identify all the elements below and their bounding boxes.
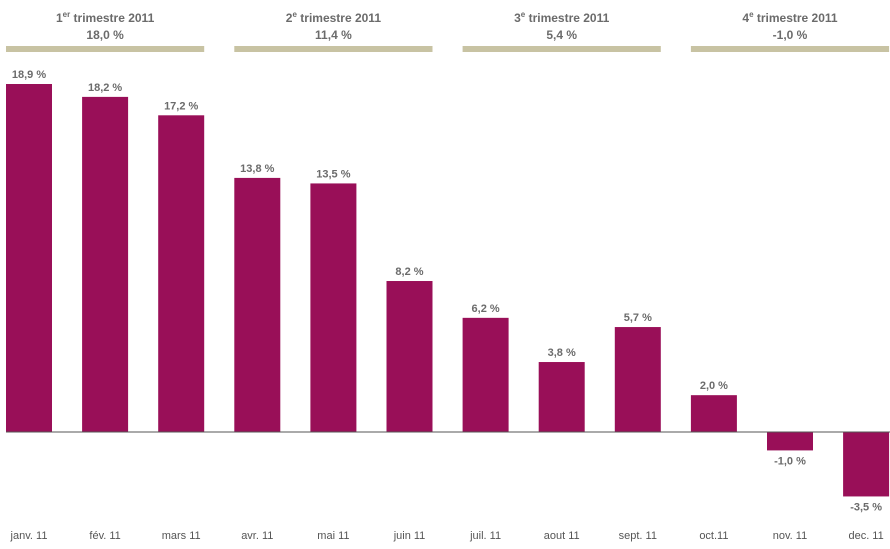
data-label: 18,2 % bbox=[88, 82, 122, 94]
bar bbox=[6, 84, 52, 432]
data-label: 18,9 % bbox=[12, 69, 46, 81]
bar bbox=[462, 317, 509, 432]
quarter-title: 1er trimestre 2011 bbox=[56, 10, 155, 25]
data-labels: 18,9 % 18,2 % 17,2 % 13,8 % 13,5 % 8,2 % 6,2 %… bbox=[12, 69, 882, 513]
x-tick-label: dec. 11 bbox=[848, 530, 883, 542]
x-axis-tick-labels: janv. 11 fév. 11 mars 11 avr. 11 mai 11 juin … bbox=[10, 530, 884, 542]
quarter-title-text: trimestre 2011 bbox=[70, 11, 154, 25]
quarter-number: 2 bbox=[286, 11, 293, 25]
bar bbox=[614, 327, 661, 432]
quarter-number: 4 bbox=[742, 11, 749, 25]
bar bbox=[310, 183, 357, 432]
quarter-number: 1 bbox=[56, 11, 63, 25]
data-label: 8,2 % bbox=[395, 266, 423, 278]
data-label: 5,7 % bbox=[624, 312, 652, 324]
quarter-title-text: trimestre 2011 bbox=[297, 11, 381, 25]
x-tick-label: oct.11 bbox=[699, 530, 728, 542]
bar bbox=[82, 96, 129, 432]
x-tick-label: janv. 11 bbox=[10, 530, 48, 542]
quarter-band bbox=[6, 46, 205, 52]
x-tick-label: mars 11 bbox=[162, 530, 201, 542]
bar bbox=[538, 362, 585, 432]
quarter-title: 2e trimestre 2011 bbox=[286, 10, 382, 25]
quarter-ordinal-suffix: e bbox=[521, 10, 526, 19]
quarter-value: -1,0 % bbox=[773, 28, 808, 42]
bar bbox=[234, 177, 281, 432]
quarter-value: 5,4 % bbox=[546, 28, 577, 42]
data-label: 13,5 % bbox=[316, 168, 350, 180]
bar bbox=[386, 281, 433, 432]
quarter-ordinal-suffix: er bbox=[63, 10, 71, 19]
quarter-band bbox=[462, 46, 661, 52]
quarter-number: 3 bbox=[514, 11, 521, 25]
quarter-value: 11,4 % bbox=[315, 28, 352, 42]
x-tick-label: juil. 11 bbox=[469, 530, 501, 542]
x-tick-label: juin 11 bbox=[393, 530, 426, 542]
quarter-band bbox=[690, 46, 890, 52]
data-label: 3,8 % bbox=[548, 347, 576, 359]
x-tick-label: avr. 11 bbox=[241, 530, 273, 542]
quarter-title: 3e trimestre 2011 bbox=[514, 10, 610, 25]
bars bbox=[6, 84, 890, 497]
x-tick-label: fév. 11 bbox=[89, 530, 120, 542]
quarter-title-text: trimestre 2011 bbox=[754, 11, 838, 25]
data-label: 2,0 % bbox=[700, 380, 728, 392]
x-tick-label: aout 11 bbox=[544, 530, 580, 542]
quarter-ordinal-suffix: e bbox=[749, 10, 754, 19]
quarter-band bbox=[234, 46, 433, 52]
quarter-title-text: trimestre 2011 bbox=[525, 11, 609, 25]
data-label: 13,8 % bbox=[240, 163, 274, 175]
data-label: -1,0 % bbox=[774, 455, 806, 467]
bar bbox=[690, 395, 737, 432]
quarter-title: 4e trimestre 2011 bbox=[742, 10, 838, 25]
x-tick-label: sept. 11 bbox=[619, 530, 657, 542]
data-label: -3,5 % bbox=[850, 501, 882, 513]
data-label: 6,2 % bbox=[472, 303, 500, 315]
bar bbox=[158, 115, 205, 433]
bar bbox=[767, 432, 813, 451]
quarter-value: 18,0 % bbox=[86, 28, 124, 42]
x-tick-label: nov. 11 bbox=[773, 530, 807, 542]
data-label: 17,2 % bbox=[164, 100, 198, 112]
x-tick-label: mai 11 bbox=[317, 530, 349, 542]
quarter-ordinal-suffix: e bbox=[292, 10, 297, 19]
bar bbox=[843, 432, 890, 497]
